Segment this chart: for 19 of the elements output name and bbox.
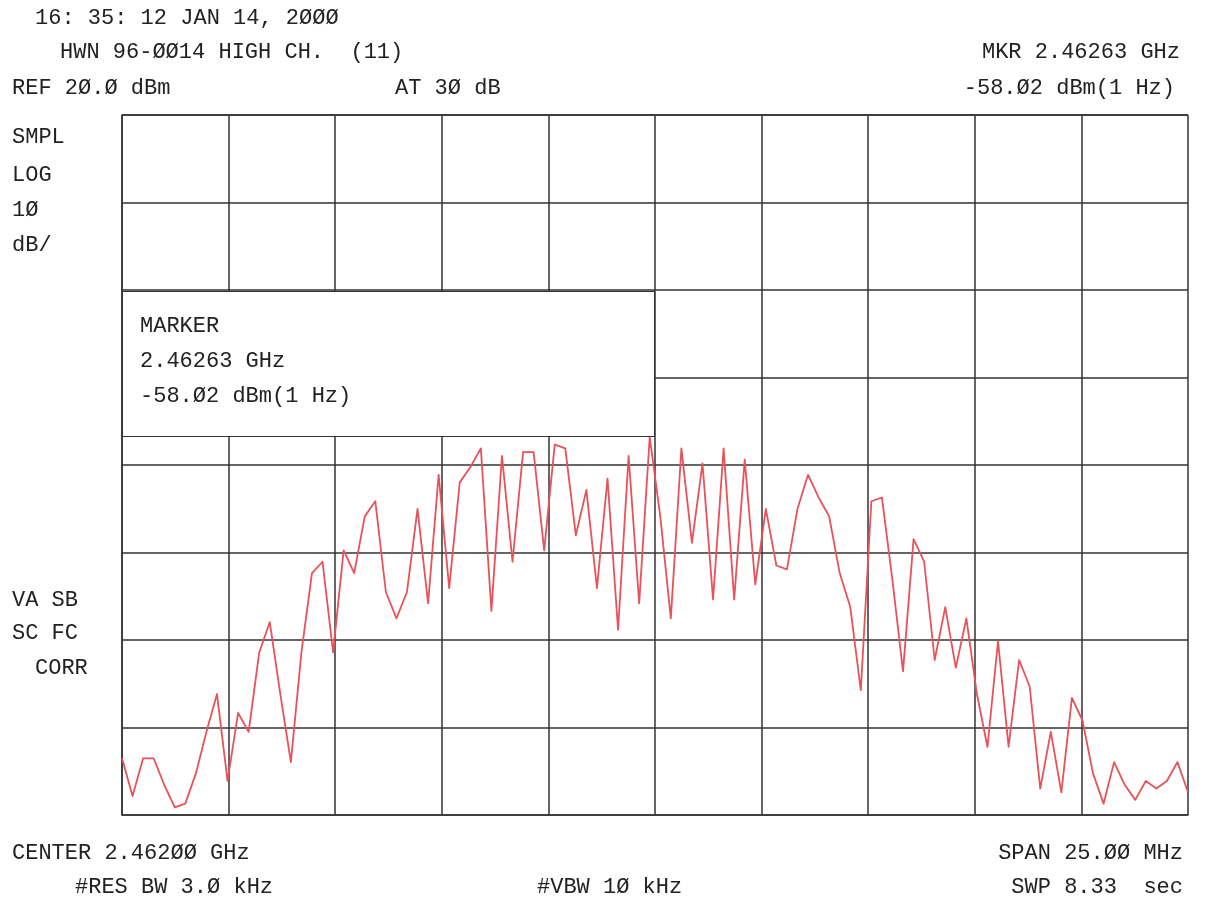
text: SWP 8.33 sec <box>1011 874 1183 900</box>
text: 1Ø <box>12 197 39 223</box>
text: HWN 96-ØØ14 HIGH CH. (11) <box>60 39 404 65</box>
text: #RES BW 3.Ø kHz <box>75 874 274 900</box>
text: dB/ <box>12 232 52 258</box>
text: SC FC <box>12 620 79 646</box>
text: CORR <box>35 655 88 681</box>
text: AT 3Ø dB <box>395 75 501 101</box>
chart-title: 16: 35: 12 JAN 14, 2ØØØ <box>35 5 339 31</box>
text: #VBW 1Ø kHz <box>537 874 683 900</box>
text: VA SB <box>12 587 79 613</box>
text: SPAN 25.ØØ MHz <box>998 840 1183 866</box>
text: LOG <box>12 162 52 188</box>
readout-box: MARKER 2.46263 GHz -58.Ø2 dBm(1 Hz) <box>122 291 655 437</box>
text: MKR 2.46263 GHz <box>981 39 1180 65</box>
text: SMPL <box>12 124 65 150</box>
text: REF 2Ø.Ø dBm <box>12 75 171 101</box>
text: CENTER 2.462ØØ GHz <box>12 840 250 866</box>
text: -58.Ø2 dBm(1 Hz) <box>963 75 1175 101</box>
